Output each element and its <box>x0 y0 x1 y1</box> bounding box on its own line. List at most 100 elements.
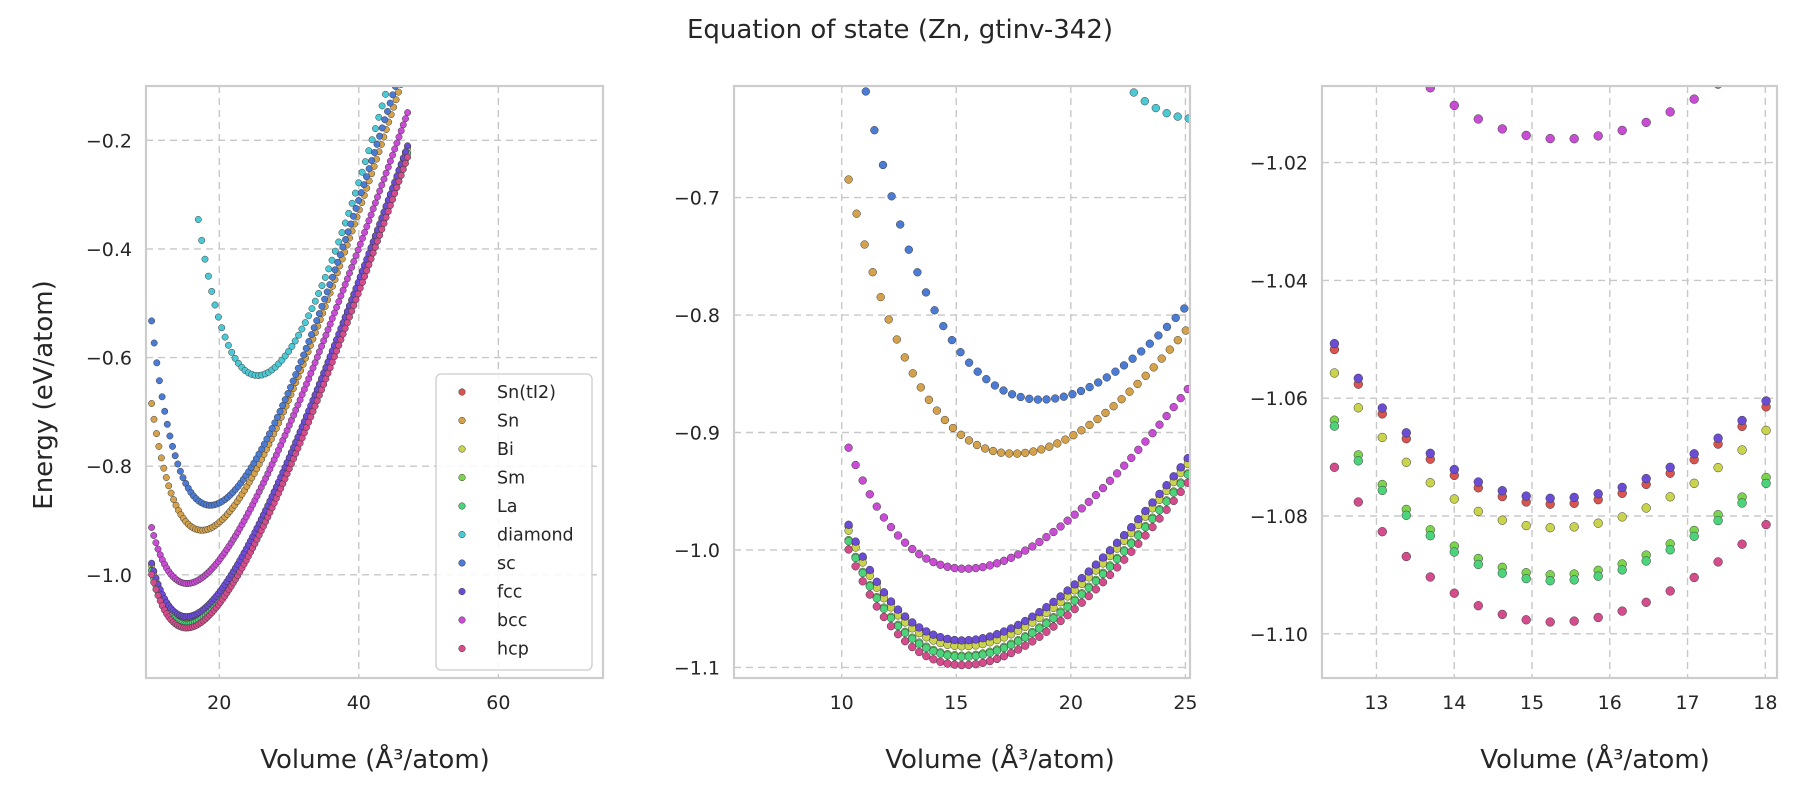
point-bcc <box>844 443 853 452</box>
point-hcp <box>380 219 388 227</box>
point-bcc <box>1134 445 1143 454</box>
point-bcc <box>1545 133 1555 144</box>
point-fcc <box>936 632 945 642</box>
point-sc <box>281 396 289 404</box>
point-sc <box>384 107 391 115</box>
point-bcc <box>386 157 394 165</box>
point-hcp <box>844 545 853 554</box>
point-Bi <box>1449 494 1459 504</box>
y-tick-label: −1.06 <box>1250 388 1308 410</box>
legend-label-fcc: fcc <box>497 583 522 603</box>
point-Sn <box>868 268 877 277</box>
point-bcc <box>1006 553 1016 562</box>
point-Bi <box>1593 518 1603 528</box>
point-bcc <box>886 522 896 532</box>
point-hcp <box>1617 606 1627 616</box>
scatter-points <box>1258 86 1771 627</box>
point-Sn <box>1133 379 1142 389</box>
legend-label-Sn(tI2): Sn(tI2) <box>497 383 556 403</box>
point-sc <box>334 258 342 266</box>
point-hcp <box>900 637 910 646</box>
point-sc <box>166 432 174 440</box>
point-Sn <box>884 315 893 324</box>
point-La <box>1063 602 1072 612</box>
point-hcp <box>363 267 371 275</box>
legend-marker-Sn <box>458 416 466 425</box>
point-sc <box>1145 339 1154 348</box>
point-La <box>1155 506 1164 515</box>
x-tick-label: 20 <box>207 692 231 714</box>
point-Sn <box>1053 439 1062 448</box>
point-La <box>1569 575 1579 585</box>
axes-frame <box>1320 84 1779 680</box>
point-La <box>886 613 896 623</box>
point-sc <box>853 45 861 53</box>
point-fcc <box>1306 299 1315 308</box>
point-diamond <box>228 348 236 356</box>
legend-marker-fcc <box>458 587 466 596</box>
point-bcc <box>1205 357 1213 365</box>
point-diamond <box>358 168 366 176</box>
panel-zoom-medium: 10 15 20 25 −0.7 −0.8 −0.9 −1.0 −1.1 <box>674 45 1215 714</box>
point-La <box>844 537 853 546</box>
point-Sn <box>405 59 411 65</box>
point-Bi <box>1761 425 1771 436</box>
point-hcp <box>1014 645 1023 654</box>
point-Bi <box>1737 445 1747 455</box>
point-diamond <box>1207 114 1215 122</box>
point-La <box>992 646 1002 655</box>
point-fcc <box>1377 403 1387 413</box>
point-La <box>1042 619 1051 628</box>
point-La <box>1425 531 1435 541</box>
point-fcc <box>1141 506 1150 516</box>
point-bcc <box>1169 402 1178 412</box>
point-sc <box>331 266 339 274</box>
point-bcc <box>936 560 945 569</box>
point-Bi <box>1258 230 1267 239</box>
point-bcc <box>393 139 401 147</box>
point-sc <box>161 407 169 415</box>
point-hcp <box>1425 572 1435 582</box>
point-fcc <box>1198 436 1206 444</box>
point-fcc <box>1282 253 1291 262</box>
point-Sn <box>1173 336 1182 345</box>
point-hcp <box>395 177 403 185</box>
point-fcc <box>1105 546 1115 555</box>
point-Sn(tI2) <box>1191 446 1199 454</box>
point-hcp <box>339 330 347 338</box>
x-tick-label: 17 <box>1675 692 1699 714</box>
point-diamond <box>325 265 333 273</box>
point-hcp <box>1761 519 1771 530</box>
point-sc <box>378 124 386 132</box>
point-diamond <box>1162 109 1171 118</box>
legend-label-bcc: bcc <box>497 611 527 631</box>
point-bcc <box>1183 384 1190 394</box>
point-hcp <box>943 659 952 668</box>
legend-marker-hcp <box>458 644 466 653</box>
point-La <box>1282 335 1291 344</box>
x-tick-label: 15 <box>944 692 968 714</box>
point-diamond <box>281 352 289 360</box>
point-diamond <box>1196 115 1204 123</box>
point-Sn <box>956 430 966 439</box>
point-Sn <box>1117 395 1126 404</box>
point-hcp <box>1091 585 1101 594</box>
point-La <box>893 621 903 631</box>
point-sc <box>284 390 292 397</box>
point-hcp <box>1689 572 1699 583</box>
axes-frame <box>732 84 1192 680</box>
point-bcc <box>1198 366 1206 374</box>
point-sc <box>1171 313 1180 323</box>
point-La <box>1056 608 1065 617</box>
point-Bi <box>1306 328 1315 337</box>
point-bcc <box>333 303 341 311</box>
point-La <box>1449 547 1459 557</box>
point-bcc <box>1497 124 1507 134</box>
point-sc <box>1085 382 1094 392</box>
point-hcp <box>985 656 995 666</box>
point-bcc <box>1191 376 1199 384</box>
point-diamond <box>201 255 209 263</box>
point-fcc <box>1449 464 1459 475</box>
point-hcp <box>404 153 412 161</box>
point-diamond <box>211 301 219 309</box>
